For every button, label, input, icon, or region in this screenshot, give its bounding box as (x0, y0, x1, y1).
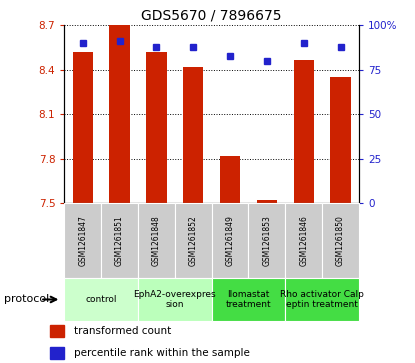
Bar (257, 200, 277, 203)
Bar (146, 52, 166, 203)
Bar (64, 278, 138, 321)
Bar (110, 25, 130, 203)
Bar (322, 203, 359, 278)
Bar (212, 203, 249, 278)
Bar (330, 77, 351, 203)
Bar (293, 60, 314, 203)
Bar (175, 203, 212, 278)
Bar (286, 278, 359, 321)
Text: GSM1261847: GSM1261847 (78, 215, 87, 266)
Text: transformed count: transformed count (74, 326, 171, 336)
Bar (50, 347, 64, 359)
Bar (220, 156, 240, 203)
Text: EphA2-overexpres
sion: EphA2-overexpres sion (134, 290, 216, 309)
Text: GSM1261846: GSM1261846 (299, 215, 308, 266)
Bar (212, 278, 286, 321)
Text: control: control (85, 295, 117, 304)
Bar (101, 203, 138, 278)
Bar (138, 203, 175, 278)
Text: Rho activator Calp
eptin treatment: Rho activator Calp eptin treatment (280, 290, 364, 309)
Bar (183, 67, 203, 203)
Title: GDS5670 / 7896675: GDS5670 / 7896675 (142, 9, 282, 23)
Text: protocol: protocol (4, 294, 49, 305)
Text: GSM1261853: GSM1261853 (262, 215, 271, 266)
Text: GSM1261851: GSM1261851 (115, 215, 124, 266)
Bar (73, 52, 93, 203)
Text: percentile rank within the sample: percentile rank within the sample (74, 348, 250, 358)
Text: GSM1261849: GSM1261849 (226, 215, 234, 266)
Bar (64, 203, 101, 278)
Bar (286, 203, 322, 278)
Text: GSM1261852: GSM1261852 (189, 215, 198, 266)
Text: GSM1261850: GSM1261850 (336, 215, 345, 266)
Bar (249, 203, 286, 278)
Text: Ilomastat
treatment: Ilomastat treatment (226, 290, 271, 309)
Bar (138, 278, 212, 321)
Bar (50, 325, 64, 337)
Text: GSM1261848: GSM1261848 (152, 215, 161, 266)
